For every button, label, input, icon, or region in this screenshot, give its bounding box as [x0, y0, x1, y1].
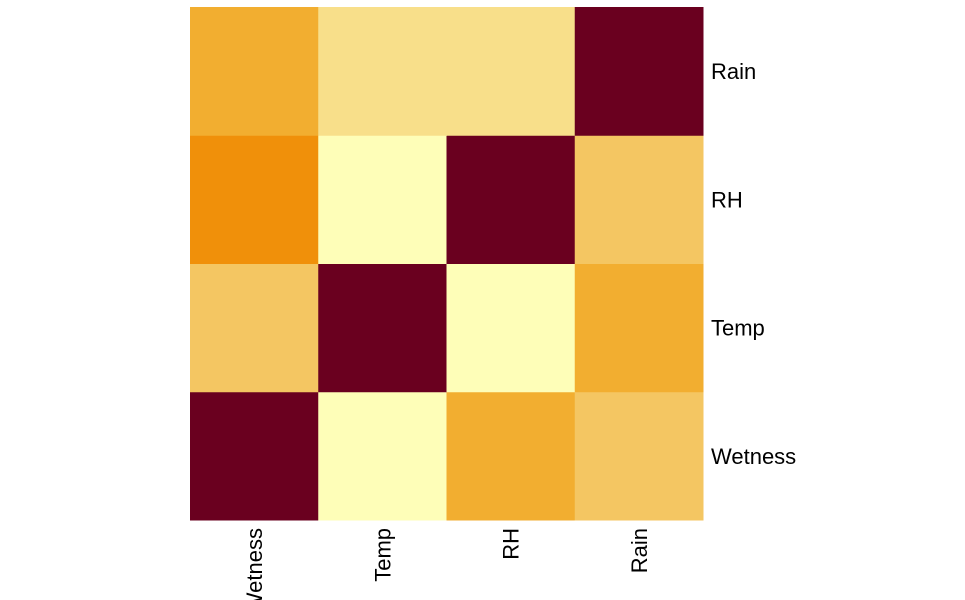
heatmap-cell-rain-temp	[318, 7, 447, 136]
x-tick-label-temp: Temp	[370, 528, 395, 582]
heatmap-cell-temp-temp	[318, 263, 447, 393]
y-tick-labels: Wetness Temp RH Rain	[711, 59, 796, 469]
heatmap-cell-temp-rain	[574, 263, 704, 393]
y-tick-label-rain: Rain	[711, 59, 756, 84]
heatmap-cell-wetness-temp	[318, 391, 447, 521]
heatmap-cell-temp-rh	[446, 263, 576, 393]
x-tick-labels: Wetness Temp RH Rain	[242, 528, 652, 600]
heatmap-cell-rh-rain	[574, 135, 704, 264]
x-tick-label-rh: RH	[499, 528, 524, 560]
heatmap-cell-temp-wetness	[190, 263, 319, 393]
heatmap-cell-rh-rh	[446, 135, 576, 264]
heatmap-cell-rh-temp	[318, 135, 447, 264]
y-tick-label-rh: RH	[711, 187, 743, 212]
heatmap-cells	[190, 7, 704, 521]
heatmap-cell-rain-rh	[446, 7, 576, 136]
x-tick-label-rain: Rain	[627, 528, 652, 573]
heatmap-cell-wetness-wetness	[190, 391, 319, 521]
heatmap-cell-rain-rain	[574, 7, 704, 136]
heatmap-cell-wetness-rh	[446, 391, 576, 521]
heatmap-cell-wetness-rain	[574, 391, 704, 521]
x-tick-label-wetness: Wetness	[242, 528, 267, 600]
heatmap-cell-rain-wetness	[190, 7, 319, 136]
y-tick-label-wetness: Wetness	[711, 444, 796, 469]
y-tick-label-temp: Temp	[711, 316, 765, 341]
heatmap-cell-rh-wetness	[190, 135, 319, 264]
